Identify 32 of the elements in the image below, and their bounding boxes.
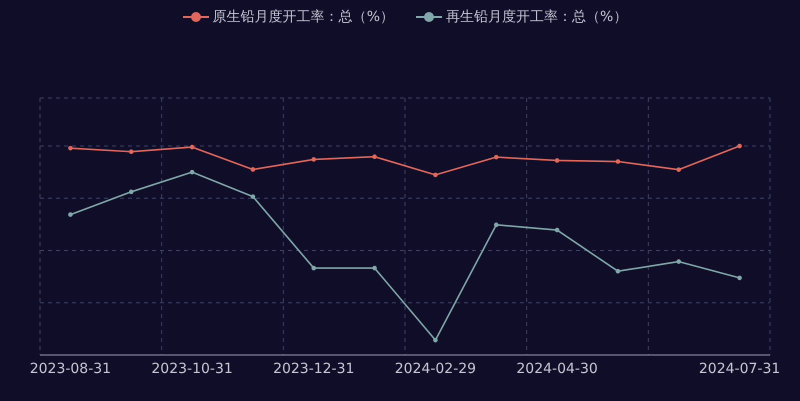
point: [433, 172, 438, 178]
point: [190, 170, 194, 174]
point: [311, 157, 316, 162]
point: [554, 158, 560, 163]
x-tick-label: 2023-08-31: [30, 360, 112, 377]
point: [616, 268, 620, 274]
x-tick-label: 2024-07-31: [698, 360, 780, 377]
point: [433, 338, 438, 342]
point: [676, 167, 682, 172]
legend-label: 原生铅月度开工率：总（%）: [212, 8, 394, 26]
point: [737, 144, 742, 148]
point: [494, 154, 499, 160]
point: [128, 190, 134, 194]
point: [676, 259, 682, 264]
x-tick-label: 2024-04-30: [516, 360, 598, 377]
x-tick-label: 2024-02-29: [394, 360, 476, 377]
point: [494, 222, 499, 228]
point: [311, 266, 316, 270]
point: [68, 212, 73, 217]
x-tick-label: 2023-10-31: [151, 360, 233, 377]
point: [616, 159, 620, 164]
point: [68, 146, 73, 150]
point: [250, 167, 256, 172]
x-tick-label: 2023-12-31: [273, 360, 354, 377]
point: [250, 194, 256, 199]
legend-label: 再生铅月度开工率：总（%）: [446, 8, 628, 26]
point: [737, 276, 742, 280]
point: [372, 266, 377, 270]
point: [554, 228, 560, 232]
point: [128, 149, 134, 154]
point: [372, 154, 377, 160]
point: [190, 144, 194, 150]
